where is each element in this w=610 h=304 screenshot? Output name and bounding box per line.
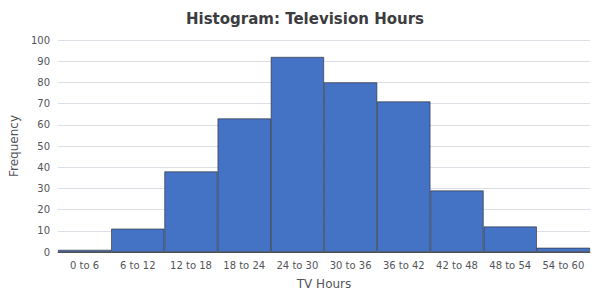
svg-text:30 to 36: 30 to 36 [330,260,372,271]
svg-text:10: 10 [37,225,50,236]
svg-text:20: 20 [37,204,50,215]
svg-text:50: 50 [37,141,50,152]
svg-text:70: 70 [37,98,50,109]
svg-text:0: 0 [44,247,50,258]
svg-text:54 to 60: 54 to 60 [542,260,584,271]
svg-text:12 to 18: 12 to 18 [170,260,212,271]
svg-text:6 to 12: 6 to 12 [120,260,155,271]
svg-text:48 to 54: 48 to 54 [489,260,531,271]
svg-text:80: 80 [37,77,50,88]
svg-text:90: 90 [37,56,50,67]
svg-text:0 to 6: 0 to 6 [70,260,99,271]
svg-text:24 to 30: 24 to 30 [276,260,318,271]
svg-text:100: 100 [31,35,50,46]
svg-text:30: 30 [37,183,50,194]
svg-text:40: 40 [37,162,50,173]
svg-text:Histogram: Television Hours: Histogram: Television Hours [186,10,424,28]
svg-text:18 to 24: 18 to 24 [223,260,265,271]
svg-text:Frequency: Frequency [7,115,21,177]
svg-text:TV Hours: TV Hours [296,277,352,291]
svg-text:36 to 42: 36 to 42 [383,260,425,271]
svg-text:42 to 48: 42 to 48 [436,260,478,271]
svg-text:60: 60 [37,119,50,130]
